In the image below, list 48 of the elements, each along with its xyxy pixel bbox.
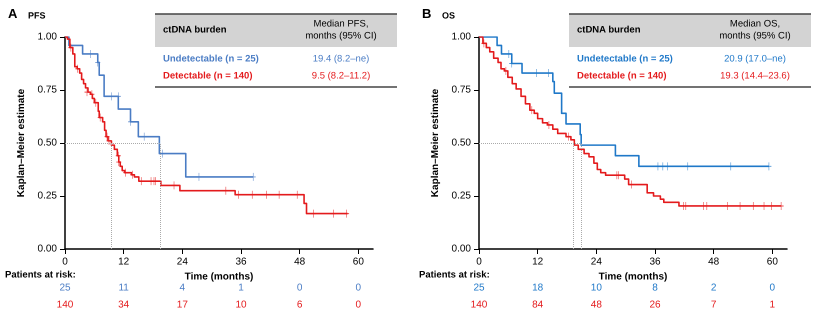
annotation: 19.4 (8.2–ne) bbox=[312, 54, 370, 64]
x-axis-title: Time (months) bbox=[598, 271, 668, 282]
chart-title: A bbox=[8, 6, 18, 21]
y-tick-label: 1.00 bbox=[38, 32, 58, 42]
text: Patients at risk: bbox=[419, 270, 490, 280]
text: 25 11 4 1 0 0 bbox=[59, 282, 362, 294]
text: Undetectable (n = 25) bbox=[577, 54, 673, 64]
annotation: Median OS, months (95% CI) bbox=[719, 18, 791, 42]
annotation: Median PFS, months (95% CI) bbox=[305, 18, 377, 42]
text: Detectable (n = 140) bbox=[577, 70, 666, 82]
x-tick-label: 12 bbox=[532, 256, 544, 268]
x-tick-label: 0 bbox=[476, 256, 482, 268]
x-tick-label: 48 bbox=[294, 256, 306, 268]
y-tick-label: 0.50 bbox=[452, 138, 472, 148]
text: 140 34 17 10 6 0 bbox=[56, 300, 362, 310]
annotation: 20.9 (17.0–ne) bbox=[724, 54, 786, 64]
x-tick-label: 36 bbox=[649, 256, 661, 268]
x-tick-label: 36 bbox=[235, 256, 247, 268]
annotation: 19.3 (14.4–23.6) bbox=[720, 70, 790, 82]
x-tick-label: 24 bbox=[176, 256, 188, 268]
x-tick-label: 60 bbox=[352, 256, 364, 268]
chart-subtitle: OS bbox=[442, 10, 456, 20]
text: 140 84 48 26 7 1 bbox=[470, 300, 776, 310]
legend-title: ctDNA burden bbox=[163, 24, 227, 36]
legend-title: ctDNA burden bbox=[577, 24, 641, 36]
y-tick-label: 0.00 bbox=[38, 244, 58, 254]
chart-title: B bbox=[422, 6, 432, 21]
y-tick-label: 0.00 bbox=[452, 244, 472, 254]
y-tick-label: 0.25 bbox=[38, 190, 58, 202]
y-tick-label: 0.75 bbox=[38, 84, 58, 96]
y-tick-label: 0.75 bbox=[452, 84, 472, 96]
text: Detectable (n = 140) bbox=[163, 70, 252, 82]
y-axis-title: Kaplan–Meier estimate bbox=[430, 88, 442, 198]
chart-subtitle: PFS bbox=[28, 10, 46, 20]
y-tick-label: 0.50 bbox=[38, 138, 58, 148]
x-tick-label: 24 bbox=[590, 256, 602, 268]
text: Undetectable (n = 25) bbox=[163, 54, 259, 64]
x-tick-label: 12 bbox=[118, 256, 130, 268]
text: 25 18 10 8 2 0 bbox=[473, 282, 776, 294]
text: Patients at risk: bbox=[5, 270, 76, 280]
annotation: 9.5 (8.2–11.2) bbox=[312, 70, 370, 82]
x-tick-label: 0 bbox=[62, 256, 68, 268]
x-axis-title: Time (months) bbox=[184, 271, 254, 282]
y-axis-title: Kaplan–Meier estimate bbox=[16, 88, 28, 198]
x-tick-label: 60 bbox=[766, 256, 778, 268]
x-tick-label: 48 bbox=[708, 256, 720, 268]
y-tick-label: 1.00 bbox=[452, 32, 472, 42]
y-tick-label: 0.25 bbox=[452, 190, 472, 202]
